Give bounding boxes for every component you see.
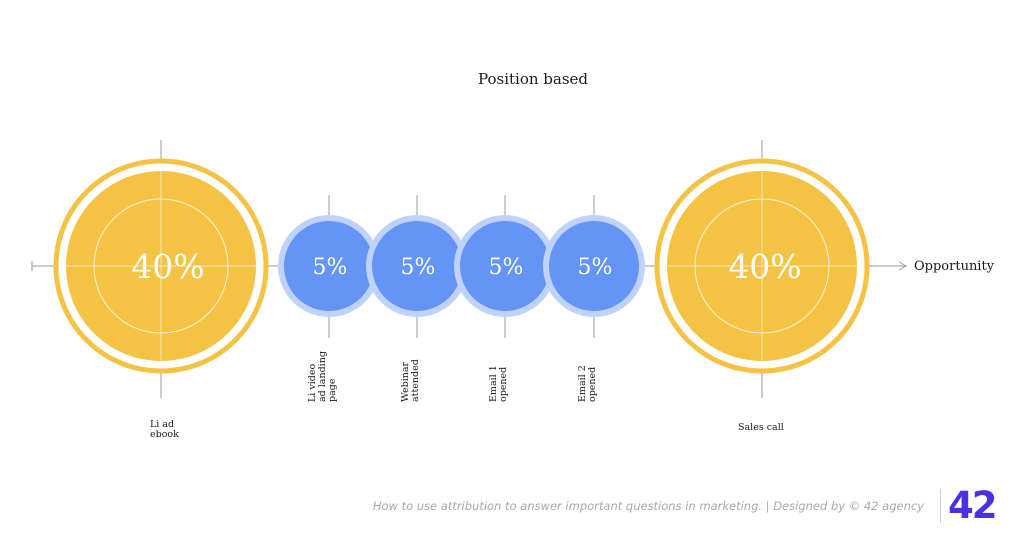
label-line: Li ad [150, 419, 175, 430]
axis-arrowhead [898, 261, 908, 271]
label-line: ebook [150, 429, 179, 440]
axis-label-opportunity: Opportunity [914, 259, 995, 274]
touchpoint-label-webinar: Webinar attended [400, 359, 421, 402]
touchpoint-label-email-2: Email 2 opened [577, 365, 598, 402]
touchpoint-email-2: 5% [543, 195, 645, 338]
touchpoint-li-video: 5% [278, 195, 380, 338]
touchpoint-webinar: 5% [366, 195, 468, 338]
percent-text: 5% [578, 255, 613, 280]
touchpoint-label-li-ad-ebook: Li ad ebook [150, 420, 179, 440]
footer-divider [940, 489, 941, 523]
footer-credit: How to use attribution to answer importa… [372, 499, 924, 513]
label-line: Sales call [738, 422, 784, 433]
percent-text: 40% [728, 247, 801, 286]
touchpoint-label-li-video: Li video ad landing page [307, 351, 338, 402]
percent-text: 5% [489, 255, 524, 280]
agency-logo: 42 [948, 484, 997, 527]
label-line: attended [410, 359, 421, 402]
touchpoint-label-email-1: Email 1 opened [488, 365, 509, 402]
percent-text: 5% [401, 255, 436, 280]
touchpoint-label-sales-call: Sales call [738, 423, 784, 433]
touchpoint-sales-call: 40% [654, 140, 870, 398]
touchpoint-email-1: 5% [454, 195, 556, 338]
label-line: page [327, 378, 338, 402]
touchpoint-li-ad-ebook: 40% [53, 140, 269, 398]
percent-text: 5% [313, 255, 348, 280]
percent-text: 40% [131, 247, 204, 286]
label-line: opened [587, 366, 598, 402]
label-line: opened [498, 366, 509, 402]
diagram-title: Position based [477, 70, 589, 88]
